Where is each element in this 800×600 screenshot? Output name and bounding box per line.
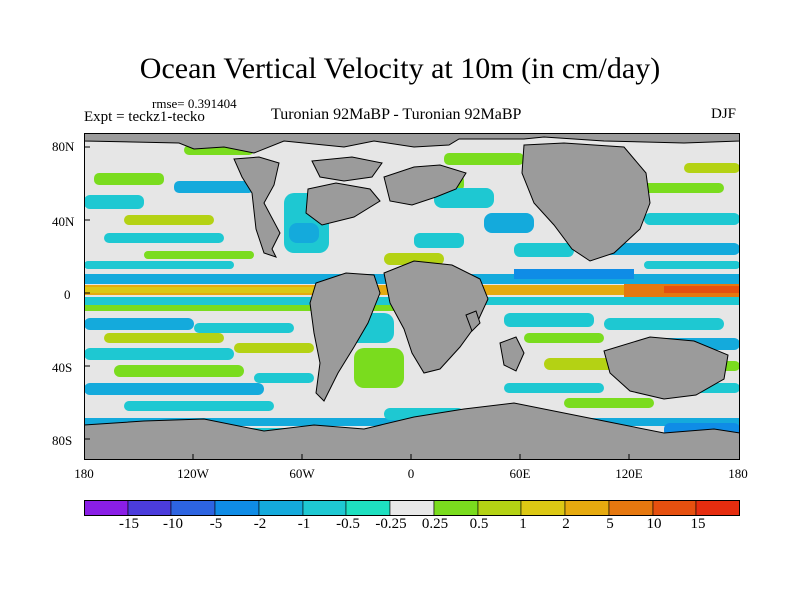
lon-label-60w: 60W (289, 466, 315, 481)
colorbar-swatch (389, 500, 435, 516)
map-frame (84, 133, 740, 460)
lat-label-40n: 40N (52, 214, 75, 229)
eastern-north-america-landmass (305, 182, 381, 226)
greenland-landmass (311, 156, 383, 182)
experiment-label: Expt = teckz1-tecko (84, 109, 205, 125)
south-america-landmass (309, 272, 381, 402)
map-ticks (84, 146, 630, 460)
colorbar-label: -1 (297, 516, 311, 532)
rmse-label: rmse= 0.391404 (152, 96, 237, 111)
colorbar-swatch (695, 500, 740, 516)
europe-landmass (383, 164, 467, 206)
colorbar-swatch (520, 500, 566, 516)
colorbar-swatch (652, 500, 697, 516)
colorbar-label: -15 (119, 516, 139, 532)
colorbar-label: 5 (606, 516, 614, 532)
colorbar-swatch (345, 500, 391, 516)
colorbar-swatch (564, 500, 610, 516)
colorbar-label: 0.5 (469, 516, 489, 532)
colorbar-label: 2 (562, 516, 570, 532)
asia-landmass (521, 142, 651, 262)
lat-label-80s: 80S (52, 433, 73, 448)
north-america-landmass (233, 156, 281, 258)
colorbar-label: -0.5 (336, 516, 360, 532)
colorbar-swatch (214, 500, 260, 516)
lon-label-0: 0 (407, 466, 415, 481)
comparison-label: Turonian 92MaBP - Turonian 92MaBP (271, 106, 522, 123)
lon-label-60e: 60E (509, 466, 531, 481)
colorbar-swatch (258, 500, 304, 516)
madagascar-landmass (465, 310, 481, 332)
colorbar-swatch (433, 500, 479, 516)
colorbar-label: -0.25 (375, 516, 407, 532)
colorbar-swatch (302, 500, 347, 516)
land-masses (84, 133, 740, 460)
lon-label-180e: 180 (728, 466, 748, 481)
lat-label-80n: 80N (52, 139, 75, 154)
india-landmass (499, 336, 525, 372)
colorbar-swatch (84, 500, 129, 516)
lon-label-180w: 180 (74, 466, 94, 481)
colorbar-swatch (127, 500, 172, 516)
lon-label-120w: 120W (177, 466, 209, 481)
africa-landmass (383, 260, 489, 374)
colorbar-label: 15 (690, 516, 706, 532)
australia-landmass (603, 336, 729, 400)
lat-label-equator: 0 (64, 287, 71, 302)
colorbar-label: 10 (646, 516, 662, 532)
season-label: DJF (711, 106, 737, 122)
colorbar-label: 0.25 (421, 516, 449, 532)
colorbar-label: 1 (519, 516, 527, 532)
antarctica-landmass (84, 402, 740, 460)
colorbar-swatch (608, 500, 654, 516)
plot-title: Ocean Vertical Velocity at 10m (in cm/da… (139, 52, 661, 85)
colorbar (84, 500, 740, 516)
colorbar-label: -5 (209, 516, 223, 532)
lon-label-120e: 120E (615, 466, 643, 481)
colorbar-label: -10 (163, 516, 183, 532)
arctic-coastline (84, 133, 740, 154)
colorbar-label: -2 (253, 516, 267, 532)
lat-label-40s: 40S (52, 360, 73, 375)
colorbar-swatch (170, 500, 216, 516)
colorbar-swatch (477, 500, 522, 516)
velocity-map (84, 133, 740, 460)
